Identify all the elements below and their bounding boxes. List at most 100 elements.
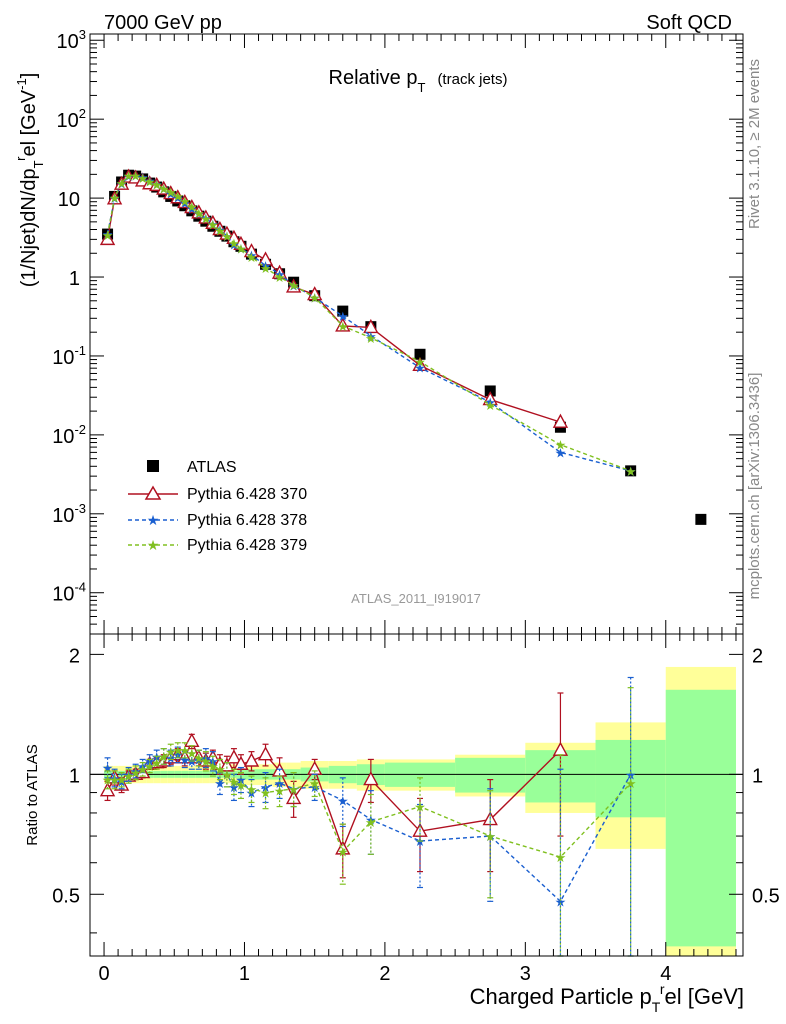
pythia-point-3: ★ (137, 172, 149, 187)
pythia-point-2: ★ (165, 187, 177, 202)
ratio-pythia-370-point (257, 746, 274, 761)
ratio-y-tick-label-right: 2 (752, 645, 763, 667)
pythia-point-2: ★ (151, 178, 163, 193)
data-series: ★★★★★★★★★★★★★★★★★★★★★★★★★★★★★★★★★★★★★★★★… (99, 168, 707, 525)
legend-entry-pythia-378: ★ Pythia 6.428 378 (128, 512, 307, 529)
ratio-y-tick-label-right: 0.5 (752, 885, 780, 907)
ratio-pythia-point-3: ★ (158, 750, 170, 765)
pythia-370-point (363, 318, 379, 334)
y-axis-label: (1/Njet)dN/dpTrel [GeV-1] (13, 73, 46, 288)
pythia-point-3: ★ (221, 230, 233, 245)
ratio-pythia-point-2: ★ (365, 814, 377, 829)
ratio-pythia-point-3: ★ (246, 783, 258, 798)
pythia-point-3: ★ (484, 399, 496, 414)
ratio-pythia-point-2: ★ (484, 830, 496, 845)
pythia-point-2: ★ (179, 197, 191, 212)
ratio-series: ★★★★★★★★★ ★★★★★★★★★★★ ★ ★ ★ ★★★★ ★★★★★★★★★★★★★… (99, 676, 636, 957)
legend-marker-atlas (147, 460, 159, 472)
x-tick-label: 1 (239, 963, 250, 985)
pythia-370-point (482, 391, 498, 406)
x-axis-label: Charged Particle pTrel [GeV] (470, 981, 744, 1015)
header-left: 7000 GeV pp (104, 12, 222, 34)
ratio-y-tick-label: 2 (69, 645, 80, 667)
pythia-point-3: ★ (172, 190, 184, 205)
atlas-point (414, 348, 426, 360)
pythia-point-2: ★ (228, 238, 240, 253)
y-tick-label: 102 (57, 106, 86, 132)
pythia-point-3: ★ (109, 191, 121, 206)
legend-entry-atlas: ATLAS (147, 459, 237, 476)
atlas-point (337, 305, 349, 317)
ratio-pythia-point-3: ★ (109, 774, 121, 789)
ratio-pythia-point-2: ★ (260, 781, 272, 796)
x-tick-label: 4 (660, 963, 671, 985)
ratio-line-3 (107, 749, 632, 858)
ratio-pythia-point-3: ★ (288, 783, 300, 798)
pythia-point-3: ★ (130, 170, 142, 185)
x-tick-label: 3 (520, 963, 531, 985)
ratio-y-axis-label: Ratio to ATLAS (24, 744, 41, 845)
ratio-pythia-370-point (363, 771, 379, 786)
pythia-point-2: ★ (414, 362, 426, 377)
y-tick-label: 10-2 (52, 422, 86, 448)
pythia-point-3: ★ (246, 251, 258, 266)
pythia-point-2: ★ (193, 207, 205, 222)
ratio-pythia-point-3: ★ (228, 775, 240, 790)
pythia-point-3: ★ (309, 292, 321, 307)
ratio-pythia-370-point (243, 752, 260, 767)
ratio-line-2 (106, 753, 632, 903)
ratio-pythia-point-2: ★ (214, 777, 226, 792)
legend-label-atlas: ATLAS (187, 459, 237, 476)
ratio-pythia-point-3: ★ (116, 774, 128, 789)
ratio-pythia-point-3: ★ (484, 830, 496, 845)
legend-entry-pythia-370: Pythia 6.428 370 (128, 485, 307, 503)
pythia-point-3: ★ (214, 224, 226, 239)
ratio-pythia-point-2: ★ (186, 755, 198, 770)
pythia-point-2: ★ (214, 224, 226, 239)
pythia-point-3: ★ (414, 356, 426, 371)
ratio-pythia-point-3: ★ (365, 816, 377, 831)
y-tick-label: 10-1 (52, 343, 86, 369)
legend-label-pythia-379: Pythia 6.428 379 (187, 537, 307, 554)
legend-marker-pythia-379: ★ (147, 538, 160, 554)
atlas-point (695, 513, 707, 525)
legend-marker-pythia-370 (144, 485, 162, 500)
pythia-370-point (205, 214, 221, 229)
ratio-pythia-point-2: ★ (207, 755, 219, 770)
pythia-point-3: ★ (555, 439, 567, 454)
ratio-pythia-point-2: ★ (228, 781, 240, 796)
pythia-370-point (552, 413, 569, 428)
pythia-point-3: ★ (165, 186, 177, 201)
y-tick-label: 10-4 (52, 580, 86, 606)
ratio-pythia-point-2: ★ (179, 753, 191, 768)
band-stat (665, 689, 736, 947)
ratio-pythia-point-3: ★ (337, 846, 349, 861)
ratio-pythia-point-3: ★ (235, 779, 247, 794)
pythia-point-3: ★ (207, 219, 219, 234)
ratio-plot-frame (89, 633, 744, 957)
ratio-pythia-point-3: ★ (274, 785, 286, 800)
pythia-point-3: ★ (200, 213, 212, 228)
legend-marker-pythia-378: ★ (147, 513, 160, 529)
ratio-pythia-point-2: ★ (200, 752, 212, 767)
pythia-370-point (307, 286, 323, 301)
header-right: Soft QCD (646, 12, 732, 34)
ratio-pythia-point-3: ★ (309, 777, 321, 792)
pythia-point-3: ★ (260, 262, 272, 277)
ratio-pythia-point-3: ★ (200, 755, 212, 770)
ratio-pythia-point-3: ★ (214, 763, 226, 778)
pythia-point-2: ★ (309, 292, 321, 307)
pythia-point-2: ★ (484, 396, 496, 411)
pythia-point-2: ★ (102, 228, 114, 243)
pythia-370-point (335, 317, 351, 332)
pythia-point-2: ★ (274, 268, 286, 283)
pythia-point-3: ★ (274, 271, 286, 286)
ratio-pythia-point-3: ★ (260, 787, 272, 802)
legend-label-pythia-370: Pythia 6.428 370 (187, 486, 307, 503)
y-tick-label: 10 (58, 189, 80, 211)
pythia-point-2: ★ (337, 310, 349, 325)
pythia-point-2: ★ (625, 465, 637, 480)
ratio-pythia-point-3: ★ (130, 767, 142, 782)
ratio-y-tick-label: 0.5 (52, 885, 80, 907)
